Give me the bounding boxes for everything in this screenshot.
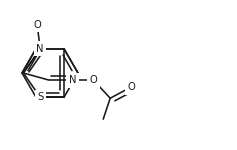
Text: N: N	[69, 75, 76, 85]
Text: O: O	[127, 82, 135, 92]
Text: O: O	[33, 20, 41, 30]
Text: O: O	[90, 75, 97, 85]
Text: N: N	[36, 44, 44, 54]
Text: S: S	[37, 92, 43, 102]
